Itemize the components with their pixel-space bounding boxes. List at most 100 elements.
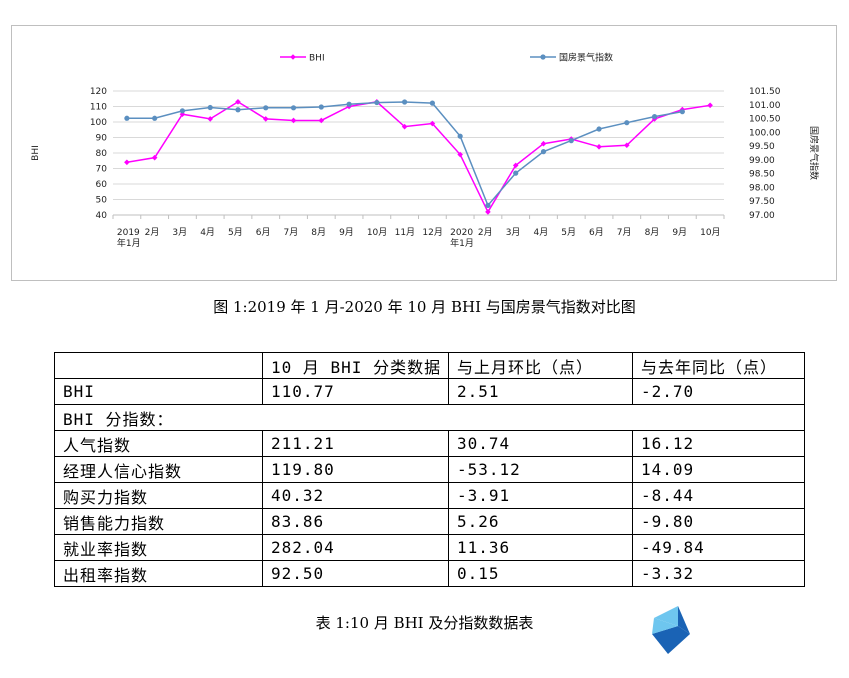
table-cell: 5.26 [448, 508, 633, 535]
data-point-bhi [262, 116, 269, 122]
table-cell: 83.86 [262, 508, 449, 535]
table-cell: -49.84 [632, 534, 805, 561]
data-point-index [513, 170, 519, 176]
y-tick-label: 60 [96, 180, 108, 190]
table-row: BHI 分指数： [54, 404, 805, 431]
data-point-index [568, 138, 574, 144]
x-tick-label: 12月 [422, 227, 442, 238]
data-point-index [651, 114, 658, 120]
x-tick-label: 9月 [339, 227, 354, 238]
data-point-index [152, 115, 158, 121]
x-tick-label: 9月 [672, 227, 687, 238]
logo-shape-bottom [652, 626, 690, 654]
data-point-index [457, 133, 463, 139]
y-tick-label: 40 [96, 211, 108, 221]
table-cell: 16.12 [632, 430, 805, 457]
table-cell: 2.51 [448, 378, 633, 405]
data-point-index [429, 100, 435, 106]
table-row-label: BHI [54, 378, 263, 405]
y-tick-label: 80 [96, 149, 108, 159]
x-tick-label: 3月 [172, 227, 187, 238]
table-row: 人气指数 211.21 30.74 16.12 [54, 430, 805, 457]
y-axis-title: BHI [31, 145, 41, 161]
legend-marker-bhi [290, 54, 296, 60]
x-tick-label: 5月 [228, 227, 243, 238]
table-cell: -3.32 [632, 560, 805, 587]
x-tick-label: 6月 [256, 227, 271, 238]
legend-marker-index [540, 54, 546, 60]
table-cell: 211.21 [262, 430, 449, 457]
data-point-index [179, 108, 186, 114]
y2-tick-label: 101.50 [749, 87, 781, 97]
data-point-bhi [485, 209, 491, 215]
table-cell: 119.80 [262, 456, 449, 483]
table-row-label: 销售能力指数 [54, 508, 263, 535]
table-row-label: 人气指数 [54, 430, 263, 457]
logo-shape-left [652, 618, 678, 634]
table-header-row: 10 月 BHI 分类数据 与上月环比（点） 与去年同比（点） [54, 352, 805, 379]
y2-tick-label: 100.50 [749, 115, 781, 125]
x-tick-label: 4月 [533, 227, 548, 238]
legend-label: BHI [309, 54, 325, 64]
table-row-label: 经理人信心指数 [54, 456, 263, 483]
x-tick-label: 2月 [478, 227, 493, 238]
table-row: 购买力指数 40.32 -3.91 -8.44 [54, 482, 805, 509]
table-cell: 40.32 [262, 482, 449, 509]
series-line-left [126, 100, 711, 214]
data-point-index [235, 107, 241, 113]
table-row: 销售能力指数 83.86 5.26 -9.80 [54, 508, 805, 535]
data-point-index [290, 105, 297, 111]
table-cell: 0.15 [448, 560, 633, 587]
x-tick-label: 11月 [395, 227, 415, 238]
table-header-cell: 10 月 BHI 分类数据 [262, 352, 449, 379]
logo-shape-top [654, 606, 678, 626]
table-cell: -3.91 [448, 482, 633, 509]
y-tick-label: 70 [96, 165, 108, 175]
table-header-cell [54, 352, 263, 379]
data-point-index [124, 115, 130, 121]
y-tick-label: 90 [96, 134, 108, 144]
y-tick-label: 50 [96, 196, 108, 206]
chart-frame: 120 110 100 90 80 70 60 50 40 101.50 101.00 100.50 1… [11, 25, 837, 281]
table-header-cell: 与去年同比（点） [632, 352, 805, 379]
data-point-bhi [596, 144, 602, 150]
logo-icon [652, 606, 690, 654]
y2-tick-label: 97.00 [749, 211, 775, 221]
data-point-bhi [207, 116, 214, 122]
data-point-bhi [707, 102, 713, 109]
data-table: 10 月 BHI 分类数据 与上月环比（点） 与去年同比（点） BHI 110.77 2.… [54, 352, 805, 587]
y-tick-label: 110 [90, 103, 107, 113]
data-point-index [263, 105, 269, 111]
table-cell: -53.12 [448, 456, 633, 483]
y2-tick-label: 97.50 [749, 197, 775, 207]
data-point-index [679, 109, 685, 115]
table-cell: 14.09 [632, 456, 805, 483]
table-row-label: 出租率指数 [54, 560, 263, 587]
data-point-index [596, 126, 602, 132]
data-point-bhi [235, 99, 241, 105]
logo-shape-right [678, 606, 690, 634]
table-section-label: BHI 分指数： [54, 404, 805, 431]
y-tick-label: 100 [90, 118, 107, 128]
x-tick-label: 2019 年1月 [117, 228, 141, 249]
x-tick-label: 5月 [561, 227, 576, 238]
data-point-index [624, 120, 630, 126]
table-cell: -2.70 [632, 378, 805, 405]
x-tick-label: 2020 年1月 [450, 228, 474, 249]
y2-tick-label: 99.00 [749, 156, 775, 166]
x-tick-label: 7月 [617, 227, 632, 238]
table-row: BHI 110.77 2.51 -2.70 [54, 378, 805, 405]
x-tick-label: 8月 [645, 227, 660, 238]
x-tick-label: 10月 [700, 227, 720, 238]
y2-tick-label: 101.00 [749, 101, 781, 111]
table-cell: 11.36 [448, 534, 633, 561]
y-tick-label: 120 [90, 87, 107, 97]
x-tick-label: 10月 [367, 227, 387, 238]
chart-canvas: 120 110 100 90 80 70 60 50 40 101.50 101.00 100.50 1… [31, 52, 820, 250]
table-cell: 282.04 [262, 534, 449, 561]
x-tick-label: 6月 [589, 227, 604, 238]
table-cell: 30.74 [448, 430, 633, 457]
data-point-index [207, 104, 213, 111]
data-point-index [374, 99, 380, 106]
data-point-index [402, 99, 408, 105]
